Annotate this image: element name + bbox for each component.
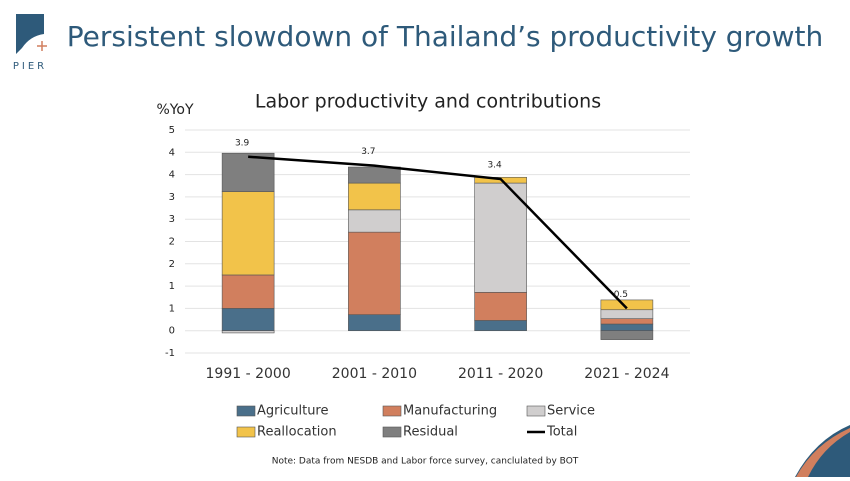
bar-segment bbox=[221, 191, 275, 276]
bar-segment bbox=[600, 323, 654, 332]
corner-decoration bbox=[796, 428, 850, 477]
logo-plus bbox=[37, 41, 47, 51]
y-tick-label: -1 bbox=[165, 348, 175, 359]
chart-title: Labor productivity and contributions bbox=[255, 91, 601, 113]
x-tick-label: 1991 - 2000 bbox=[206, 366, 291, 382]
slide-title: Persistent slowdown of Thailand’s produc… bbox=[67, 20, 823, 53]
bar-segment bbox=[221, 152, 275, 192]
bar-segment bbox=[474, 182, 527, 293]
logo: PIER bbox=[13, 14, 47, 72]
legend-label: Agriculture bbox=[257, 404, 329, 419]
bar-segment bbox=[348, 231, 401, 315]
y-axis-label: %YoY bbox=[156, 102, 194, 118]
legend-label: Total bbox=[546, 425, 577, 440]
legend-swatch bbox=[526, 405, 546, 417]
y-tick-label: 2 bbox=[169, 259, 175, 270]
legend-swatch bbox=[382, 426, 402, 438]
bar-segment bbox=[348, 314, 401, 332]
y-tick-label: 1 bbox=[169, 303, 175, 314]
y-tick-label: 0 bbox=[169, 326, 175, 337]
legend-label: Manufacturing bbox=[403, 404, 497, 419]
bar-segment bbox=[600, 309, 654, 319]
y-tick-label: 4 bbox=[169, 170, 175, 181]
bar-segment bbox=[221, 330, 275, 334]
legend-label: Residual bbox=[403, 425, 458, 440]
legend-swatch bbox=[382, 405, 402, 417]
y-tick-label: 5 bbox=[169, 125, 175, 136]
y-tick-label: 4 bbox=[169, 147, 175, 158]
legend-swatch bbox=[236, 405, 256, 417]
data-label: 0.5 bbox=[614, 290, 628, 300]
bar-segment bbox=[600, 330, 654, 340]
bar-segment bbox=[474, 320, 527, 331]
data-label: 3.9 bbox=[235, 138, 250, 148]
note: Note: Data from NESDB and Labor force su… bbox=[272, 457, 579, 467]
logo-text: PIER bbox=[13, 61, 47, 72]
y-tick-label: 3 bbox=[169, 214, 175, 225]
bar-segment bbox=[600, 318, 654, 325]
bar-segment bbox=[600, 299, 654, 311]
x-tick-label: 2001 - 2010 bbox=[332, 366, 417, 382]
bar-segment bbox=[221, 274, 275, 309]
legend-label: Service bbox=[547, 404, 595, 419]
logo-mark bbox=[16, 14, 44, 54]
bar-segment bbox=[474, 292, 527, 321]
y-tick-label: 2 bbox=[169, 237, 175, 248]
legend-label: Reallocation bbox=[257, 425, 337, 440]
x-tick-label: 2021 - 2024 bbox=[584, 366, 669, 382]
total-line bbox=[248, 155, 628, 310]
y-tick-label: 1 bbox=[169, 281, 175, 292]
bar-segment bbox=[348, 182, 401, 211]
data-label: 3.7 bbox=[361, 147, 375, 157]
data-label: 3.4 bbox=[487, 161, 502, 171]
bar-segment bbox=[348, 209, 401, 233]
y-tick-label: 3 bbox=[169, 192, 175, 203]
bar-segment bbox=[221, 308, 275, 331]
bar-segment bbox=[348, 166, 401, 184]
legend-swatch bbox=[236, 426, 256, 438]
x-tick-label: 2011 - 2020 bbox=[458, 366, 543, 382]
